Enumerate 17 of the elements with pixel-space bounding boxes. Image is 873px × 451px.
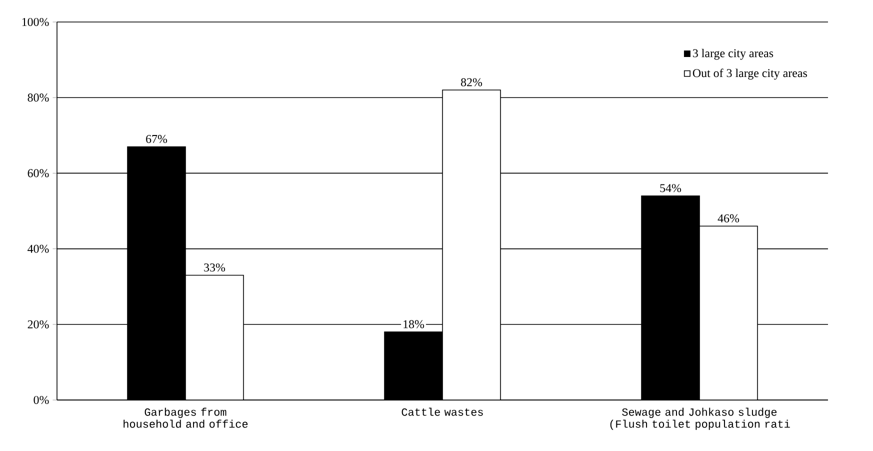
y-tick-label: 20%	[28, 320, 49, 328]
y-tick-label: 60%	[28, 169, 49, 178]
y-tick-label: 0%	[34, 396, 49, 404]
data-label: 46%	[718, 214, 740, 222]
data-label: 82%	[461, 78, 482, 86]
legend-label: 3 large city areas	[693, 48, 774, 60]
y-tick-label: 80%	[28, 94, 49, 102]
data-label: 67%	[146, 134, 168, 144]
data-label: 33%	[204, 263, 226, 272]
x-tick-label: Cattle wastes	[402, 408, 483, 416]
x-tick-label: Garbages from household and office	[124, 408, 248, 428]
data-label: 18%	[404, 320, 424, 328]
data-label: 54%	[660, 184, 682, 192]
legend-label: Out of 3 large city areas	[692, 68, 807, 80]
x-tick-label: Sewage and Johkaso sludge (Flush toilet population rati	[610, 408, 790, 430]
y-tick-label: 100%	[22, 18, 49, 26]
y-tick-label: 40%	[28, 244, 49, 253]
